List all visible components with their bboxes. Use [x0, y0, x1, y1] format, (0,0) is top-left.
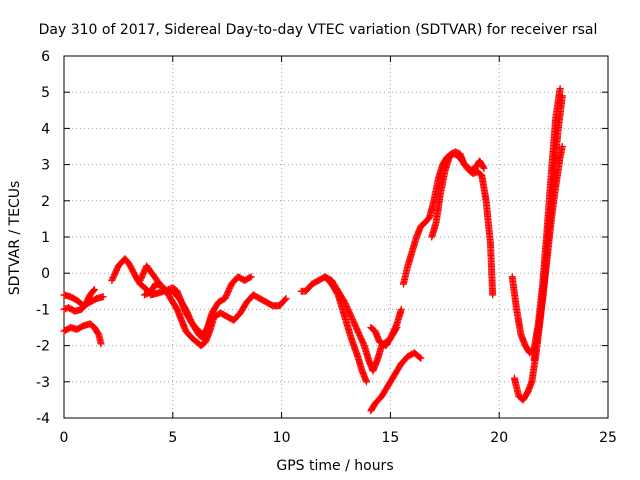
data-point-marker: [416, 353, 424, 361]
y-tick-label: 3: [41, 158, 50, 174]
y-tick-label: 1: [41, 230, 50, 246]
grid: [64, 56, 608, 418]
y-tick-label: 5: [41, 85, 50, 101]
data-point-marker: [99, 293, 107, 301]
x-axis-label: GPS time / hours: [276, 458, 393, 474]
x-tick-label: 25: [599, 430, 617, 446]
y-tick-label: 4: [41, 121, 50, 137]
x-tick-label: 0: [60, 430, 69, 446]
data-point-marker: [90, 285, 98, 293]
y-axis-label: SDTVAR / TECUs: [7, 181, 23, 296]
data-point-marker: [480, 164, 488, 172]
y-tick-label: -2: [36, 339, 50, 355]
data-point-marker: [479, 163, 487, 171]
data-point-marker: [90, 287, 98, 295]
data-points: [60, 85, 566, 415]
y-tick-label: 6: [41, 49, 50, 65]
data-point-marker: [362, 378, 370, 386]
x-tick-label: 10: [273, 430, 291, 446]
y-tick-label: -3: [36, 375, 50, 391]
y-tick-label: 2: [41, 194, 50, 210]
data-point-marker: [417, 354, 425, 362]
data-point-marker: [282, 295, 290, 303]
data-point-marker: [246, 274, 254, 282]
axis-ticks: 0 5 10 15 20 25 -4 -3 -2 -1 0 1 2 3 4 5 6: [36, 49, 617, 446]
x-tick-label: 20: [490, 430, 508, 446]
data-point-marker: [397, 305, 405, 313]
x-tick-label: 15: [381, 430, 399, 446]
y-tick-label: -1: [36, 302, 50, 318]
data-point-marker: [558, 92, 566, 100]
data-point-marker: [97, 340, 105, 348]
data-point-marker: [556, 85, 564, 93]
data-point-marker: [281, 296, 289, 304]
data-point-marker: [247, 273, 255, 281]
data-point-marker: [558, 143, 566, 150]
y-tick-label: 0: [41, 266, 50, 282]
data-point-marker: [208, 313, 216, 321]
x-tick-label: 5: [168, 430, 177, 446]
chart-title: Day 310 of 2017, Sidereal Day-to-day VTE…: [39, 22, 598, 38]
y-tick-label: -4: [36, 411, 50, 427]
data-point-marker: [489, 291, 497, 299]
